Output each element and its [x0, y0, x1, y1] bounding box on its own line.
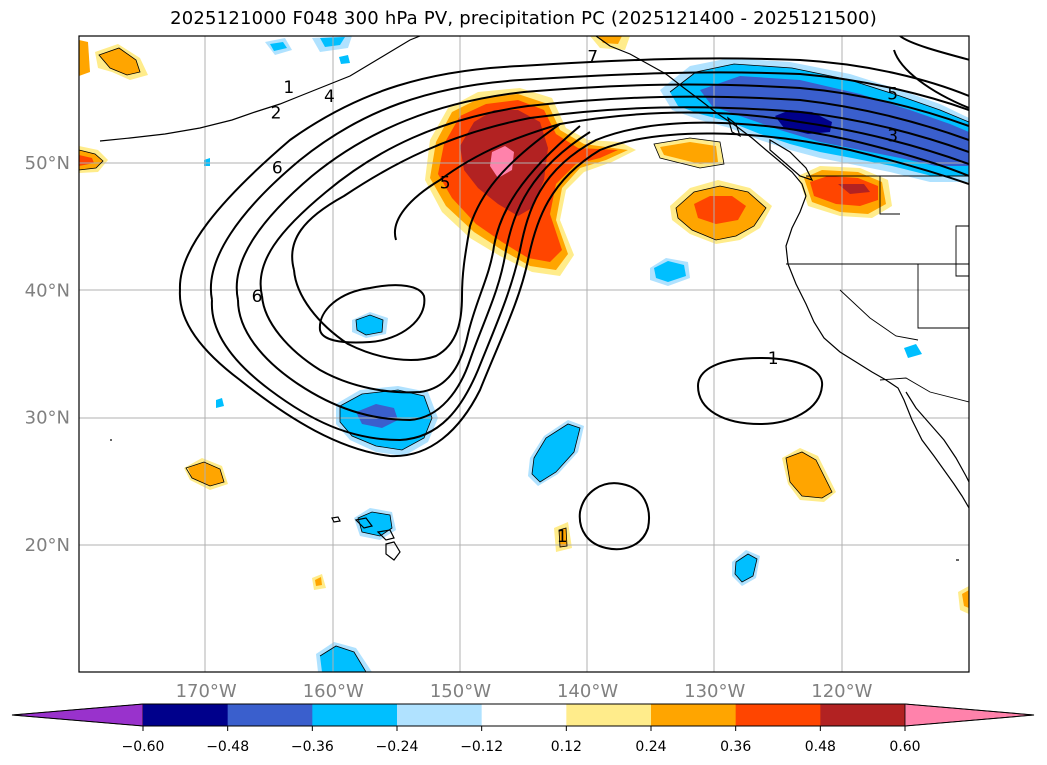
precip-pc-shading: [79, 36, 969, 672]
pc-negative-area: [654, 261, 686, 282]
colorbar-tick-label: 0.48: [805, 739, 836, 755]
colorbar-extend-high: [904, 703, 1035, 727]
lon-tick-label: 140°W: [557, 681, 618, 702]
latitude-tick-labels: 50°N 40°N 30°N 20°N: [25, 153, 70, 556]
pc-positive-area: [660, 142, 718, 164]
colorbar-tick-labels: −0.60 −0.48 −0.36 −0.24 −0.12 0.12 0.24 0.36 0.4…: [122, 726, 921, 755]
pv-contour-label: 5: [440, 174, 451, 194]
colorbar-segment: [143, 704, 229, 726]
chart-title: 2025121000 F048 300 hPa PV, precipitatio…: [170, 8, 877, 29]
pv-contour-label: 6: [252, 287, 263, 307]
colorbar-tick-label: 0.60: [889, 739, 920, 755]
pc-positive-area: [962, 590, 969, 608]
lat-tick-label: 30°N: [25, 408, 70, 429]
pc-negative-area: [735, 554, 757, 582]
pc-negative-area: [270, 42, 287, 51]
colorbar-segment: [651, 704, 737, 726]
pv-contour-label: 1: [768, 349, 779, 369]
map-frame: [78, 35, 970, 673]
pc-negative-area: [356, 315, 383, 335]
pc-positive-area: [315, 577, 322, 586]
colorbar-tick-label: 0.36: [720, 739, 751, 755]
pv-contour-label: 1: [557, 527, 568, 547]
colorbar-tick-label: −0.24: [376, 739, 419, 755]
colorbar-segment: [227, 704, 313, 726]
colorbar-tick-label: −0.60: [122, 739, 165, 755]
colorbar-tick-label: −0.36: [291, 739, 334, 755]
lon-tick-label: 120°W: [811, 681, 872, 702]
pc-positive-area: [838, 184, 870, 194]
pc-negative-area: [904, 344, 922, 358]
pc-positive-area: [786, 452, 832, 498]
pc-negative-area: [356, 404, 398, 428]
map-gridlines: [79, 36, 969, 672]
pv-contour-label: 6: [272, 158, 283, 178]
pc-positive-area: [559, 528, 567, 547]
colorbar-segment: [481, 704, 567, 726]
pc-positive-area: [79, 40, 90, 76]
colorbar-tick-label: −0.48: [206, 739, 249, 755]
colorbar-segment: [820, 704, 906, 726]
pc-positive-area: [99, 48, 140, 75]
colorbar-segment: [312, 704, 398, 726]
lat-tick-label: 20°N: [25, 535, 70, 556]
pc-negative-area: [320, 646, 366, 672]
pv-contour-label: 4: [324, 87, 335, 107]
longitude-tick-labels: 170°W 160°W 150°W 140°W 130°W 120°W: [176, 681, 873, 702]
pc-positive-area: [490, 146, 514, 178]
pv-contour-label: 7: [587, 48, 598, 68]
pv-contour-label: 5: [887, 85, 898, 105]
lon-tick-label: 170°W: [176, 681, 237, 702]
colorbar-segment: [735, 704, 821, 726]
lon-tick-label: 150°W: [430, 681, 491, 702]
colorbar-segment: [566, 704, 652, 726]
pv-contour-label: 1: [283, 78, 294, 98]
colorbar-tick-label: −0.12: [460, 739, 503, 755]
pc-negative-area: [339, 55, 350, 64]
colorbar-segment: [397, 704, 483, 726]
lon-tick-label: 130°W: [684, 681, 745, 702]
colorbar-tick-label: 0.24: [635, 739, 666, 755]
pc-positive-area: [694, 196, 746, 224]
colorbar: [11, 703, 1035, 727]
lon-tick-label: 160°W: [303, 681, 364, 702]
pv-contour-label: 2: [271, 104, 282, 124]
pv-contour-label: 3: [887, 126, 898, 146]
colorbar-extend-low: [11, 703, 144, 727]
pc-positive-area: [810, 176, 878, 206]
lat-tick-label: 40°N: [25, 280, 70, 301]
pc-negative-area: [532, 424, 580, 482]
lat-tick-label: 50°N: [25, 153, 70, 174]
colorbar-tick-label: 0.12: [551, 739, 582, 755]
pv-contours: [178, 36, 969, 551]
pc-negative-area: [216, 398, 224, 408]
